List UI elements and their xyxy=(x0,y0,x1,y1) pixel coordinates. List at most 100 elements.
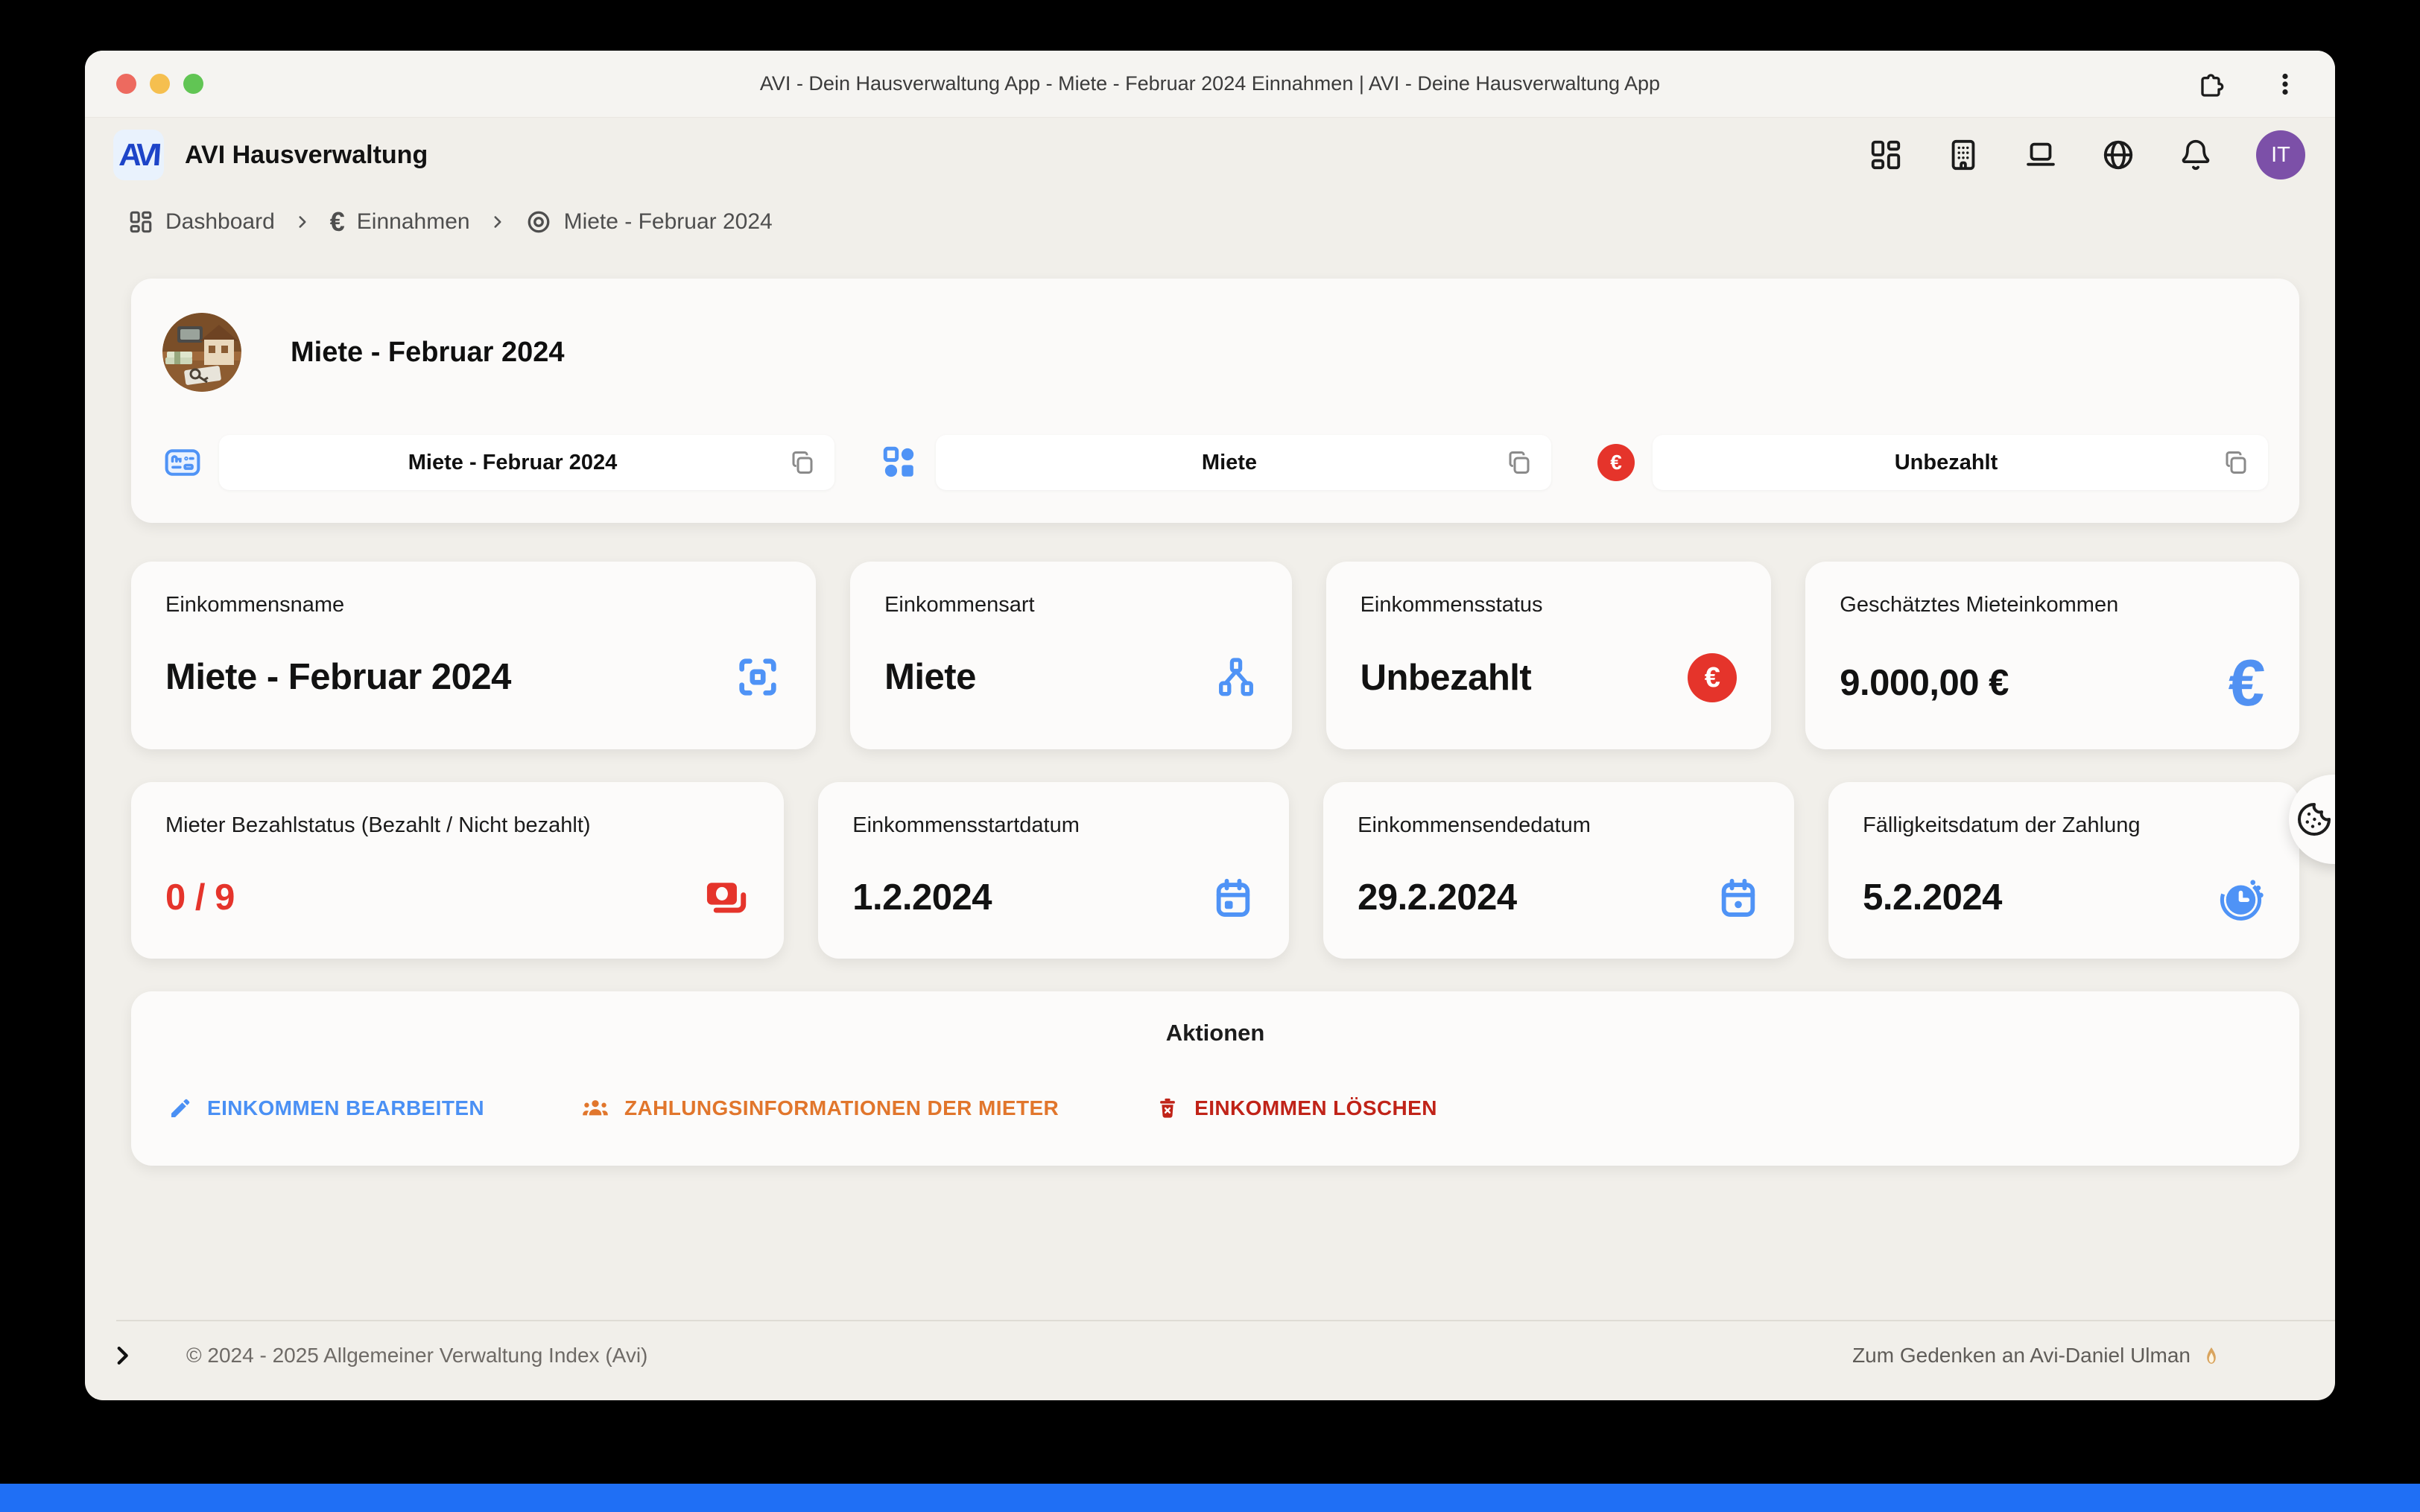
euro-status-icon: € xyxy=(1596,442,1636,483)
memorial-text-wrap: Zum Gedenken an Avi-Daniel Ulman xyxy=(1852,1339,2222,1372)
income-status-box: Unbezahlt xyxy=(1653,435,2268,490)
card-label: Einkommensendedatum xyxy=(1358,813,1591,838)
income-type-field: Miete xyxy=(879,435,1551,490)
income-type-box: Miete xyxy=(936,435,1551,490)
window-controls xyxy=(116,74,203,94)
tenant-payment-info-button[interactable]: ZAHLUNGSINFORMATIONEN DER MIETER xyxy=(581,1094,1059,1122)
hierarchy-icon xyxy=(1204,653,1258,701)
name-badge-icon xyxy=(162,442,203,483)
euro-status-icon: € xyxy=(1683,653,1738,702)
copy-icon[interactable] xyxy=(788,448,817,477)
card-value: 5.2.2024 xyxy=(1863,877,2002,918)
app-logo: AVI xyxy=(113,130,164,180)
app-footer: © 2024 - 2025 Allgemeiner Verwaltung Ind… xyxy=(85,1320,2335,1400)
income-status-field: € Unbezahlt xyxy=(1596,435,2268,490)
breadcrumb-label: Dashboard xyxy=(165,209,275,234)
copyright-text: © 2024 - 2025 Allgemeiner Verwaltung Ind… xyxy=(186,1344,648,1367)
expand-chevron-icon[interactable] xyxy=(107,1341,137,1370)
card-mieteinkommen: Geschätztes Mieteinkommen 9.000,00 € € xyxy=(1805,562,2299,750)
close-window-button[interactable] xyxy=(116,74,136,94)
dashboard-grid-icon xyxy=(130,211,152,233)
breadcrumb-einnahmen[interactable]: € Einnahmen xyxy=(330,209,470,235)
card-einkommensstatus: Einkommensstatus Unbezahlt € xyxy=(1325,562,1772,750)
pencil-icon xyxy=(171,1099,190,1118)
copy-icon[interactable] xyxy=(1505,448,1533,477)
income-name-box: Miete - Februar 2024 xyxy=(219,435,834,490)
bell-icon[interactable] xyxy=(2179,138,2213,172)
scan-focus-icon xyxy=(728,653,782,701)
clock-timer-icon xyxy=(2211,874,2265,921)
income-header-card: Miete - Februar 2024 Miete - Februar 202 xyxy=(131,279,2299,523)
income-title: Miete - Februar 2024 xyxy=(291,336,565,368)
category-shapes-icon xyxy=(879,442,919,483)
user-avatar[interactable]: IT xyxy=(2256,130,2305,180)
breadcrumb-current[interactable]: Miete - Februar 2024 xyxy=(525,209,773,235)
info-cards-row-2: Mieter Bezahlstatus (Bezahlt / Nicht bez… xyxy=(131,782,2300,959)
action-label: EINKOMMEN LÖSCHEN xyxy=(1194,1096,1437,1120)
minimize-window-button[interactable] xyxy=(150,74,170,94)
zoom-window-button[interactable] xyxy=(183,74,203,94)
card-bezahlstatus: Mieter Bezahlstatus (Bezahlt / Nicht bez… xyxy=(131,782,785,959)
view-target-icon xyxy=(528,211,549,233)
edit-income-button[interactable]: EINKOMMEN BEARBEITEN xyxy=(168,1096,484,1120)
browser-window: AVI - Dein Hausverwaltung App - Miete - … xyxy=(85,51,2335,1400)
trash-x-icon xyxy=(1160,1099,1176,1118)
chevron-right-icon xyxy=(494,216,501,228)
card-value: 0 / 9 xyxy=(165,877,235,918)
breadcrumb-label: Miete - Februar 2024 xyxy=(563,209,773,234)
income-name-value: Miete - Februar 2024 xyxy=(408,450,618,474)
euro-char: € xyxy=(1610,451,1622,474)
card-einkommensname: Einkommensname Miete - Februar 2024 xyxy=(131,562,817,750)
calendar-dot-icon xyxy=(1706,874,1760,921)
breadcrumb-dashboard[interactable]: Dashboard xyxy=(128,209,275,235)
memorial-text: Zum Gedenken an Avi-Daniel Ulman xyxy=(1852,1344,2191,1367)
card-endedatum: Einkommensendedatum 29.2.2024 xyxy=(1323,782,1795,959)
card-faelligkeitsdatum: Fälligkeitsdatum der Zahlung 5.2.2024 xyxy=(1828,782,2300,959)
breadcrumb-label: Einnahmen xyxy=(356,209,470,234)
actions-title: Aktionen xyxy=(1165,1020,1265,1046)
card-value: Unbezahlt xyxy=(1360,658,1532,698)
browser-titlebar: AVI - Dein Hausverwaltung App - Miete - … xyxy=(85,51,2335,118)
card-label: Geschätztes Mieteinkommen xyxy=(1840,593,2119,617)
app-header: AVI AVI Hausverwaltung xyxy=(85,118,2335,188)
action-label: EINKOMMEN BEARBEITEN xyxy=(207,1096,485,1120)
browser-menu-icon[interactable] xyxy=(2269,69,2301,100)
delete-income-button[interactable]: EINKOMMEN LÖSCHEN xyxy=(1156,1096,1437,1120)
candle-flame-icon xyxy=(2207,1347,2216,1364)
people-group-icon xyxy=(583,1100,608,1116)
window-title: AVI - Dein Hausverwaltung App - Miete - … xyxy=(759,72,1661,95)
action-label: ZAHLUNGSINFORMATIONEN DER MIETER xyxy=(624,1096,1059,1120)
bottom-dock-strip xyxy=(0,1484,2420,1512)
card-label: Mieter Bezahlstatus (Bezahlt / Nicht bez… xyxy=(165,813,591,838)
building-icon[interactable] xyxy=(1946,138,1980,172)
breadcrumb: Dashboard € Einnahmen Miete - Februar 20… xyxy=(85,188,2335,235)
app-name: AVI Hausverwaltung xyxy=(185,140,428,169)
extensions-puzzle-icon[interactable] xyxy=(2195,69,2226,100)
euro-icon: € xyxy=(329,206,345,237)
globe-icon[interactable] xyxy=(2101,138,2135,172)
card-einkommensart: Einkommensart Miete xyxy=(850,562,1292,750)
card-value: 9.000,00 € xyxy=(1840,662,2009,703)
cookie-icon xyxy=(2298,803,2331,836)
euro-blue-icon: € xyxy=(2211,646,2267,720)
user-avatar-initials: IT xyxy=(2271,142,2290,167)
copy-icon[interactable] xyxy=(2222,448,2250,477)
euro-char: € xyxy=(2226,646,2267,720)
card-label: Einkommensstatus xyxy=(1360,593,1543,617)
card-value: Miete - Februar 2024 xyxy=(165,657,511,697)
dashboard-icon[interactable] xyxy=(1869,138,1903,172)
laptop-icon[interactable] xyxy=(2024,138,2058,172)
income-status-value: Unbezahlt xyxy=(1894,450,1998,474)
card-label: Einkommensart xyxy=(884,593,1035,617)
income-avatar xyxy=(162,313,241,392)
income-type-value: Miete xyxy=(1201,450,1258,474)
banknotes-icon xyxy=(696,874,750,921)
info-cards-row-1: Einkommensname Miete - Februar 2024 Eink… xyxy=(131,562,2299,750)
app-brand[interactable]: AVI AVI Hausverwaltung xyxy=(113,130,428,180)
euro-char: € xyxy=(1704,661,1720,693)
app-logo-text: AVI xyxy=(118,137,159,172)
card-value: Miete xyxy=(884,657,976,697)
card-label: Einkommensstartdatum xyxy=(852,813,1080,838)
actions-card: Aktionen EINKOMMEN BEARBEITEN ZAHL xyxy=(131,991,2299,1166)
footer-divider xyxy=(116,1320,2335,1321)
